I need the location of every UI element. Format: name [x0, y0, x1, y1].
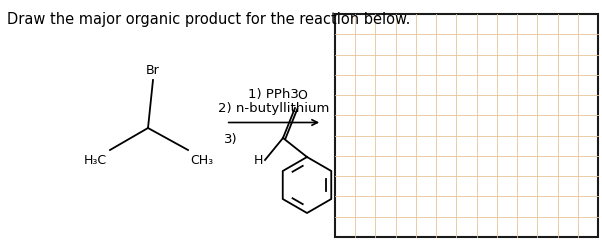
Text: H₃C: H₃C	[84, 154, 107, 167]
Text: 1) PPh3: 1) PPh3	[249, 87, 299, 100]
Text: Draw the major organic product for the reaction below.: Draw the major organic product for the r…	[7, 12, 411, 27]
Bar	[335, 14, 598, 237]
Text: 3): 3)	[224, 133, 237, 146]
Text: CH₃: CH₃	[190, 154, 213, 167]
Text: O: O	[297, 89, 307, 102]
Text: 2) n-butyllithium: 2) n-butyllithium	[218, 101, 330, 114]
Text: H: H	[253, 154, 263, 167]
Text: Br: Br	[146, 64, 160, 77]
